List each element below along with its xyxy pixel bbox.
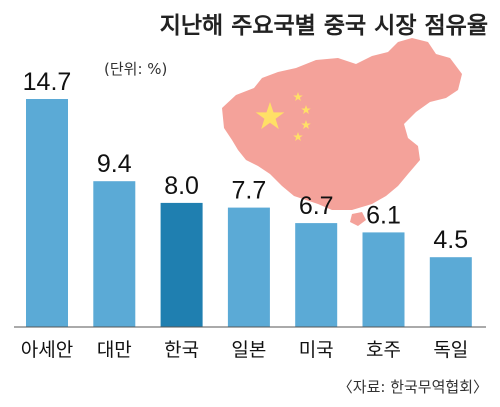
value-labels-layer: 14.7 9.4 8.0 7.7 6.7 6.1 4.5 xyxy=(23,68,469,254)
bar-6 xyxy=(362,232,405,327)
flag-star-small-icon xyxy=(293,92,303,101)
china-map-illustration xyxy=(222,38,462,226)
value-label: 14.7 xyxy=(23,68,72,96)
value-label: 6.1 xyxy=(366,201,401,229)
bar-7 xyxy=(429,257,472,327)
bar-5 xyxy=(295,223,338,327)
category-label: 미국 xyxy=(299,339,334,361)
chart-title: 지난해 주요국별 중국 시장 점유율 xyxy=(160,13,488,39)
category-label: 아세안 xyxy=(21,339,73,361)
bar-2 xyxy=(93,181,136,327)
category-labels-layer: 아세안 대만 한국 일본 미국 호주 독일 xyxy=(21,339,469,361)
hainan-island xyxy=(350,212,366,226)
source-note: 〈자료: 한국무역협회〉 xyxy=(338,378,488,396)
category-label: 대만 xyxy=(97,339,132,361)
china-map-shape xyxy=(222,38,462,210)
flag-star-small-icon xyxy=(301,120,311,129)
value-label: 4.5 xyxy=(433,226,468,254)
flag-star-large-icon xyxy=(255,102,285,130)
flag-star-small-icon xyxy=(301,105,311,114)
category-label: 호주 xyxy=(366,339,401,361)
category-label: 독일 xyxy=(433,339,468,361)
value-label: 6.7 xyxy=(299,192,334,220)
category-label: 일본 xyxy=(231,339,266,361)
value-label: 7.7 xyxy=(232,177,267,205)
bar-4 xyxy=(227,207,270,327)
unit-note: (단위: %) xyxy=(104,60,167,78)
bar-3 xyxy=(160,202,203,327)
bars-layer xyxy=(26,99,472,327)
value-label: 8.0 xyxy=(164,172,199,200)
value-label: 9.4 xyxy=(97,150,132,178)
bar-1 xyxy=(26,99,68,327)
flag-star-small-icon xyxy=(293,132,303,141)
category-label: 한국 xyxy=(164,339,199,361)
